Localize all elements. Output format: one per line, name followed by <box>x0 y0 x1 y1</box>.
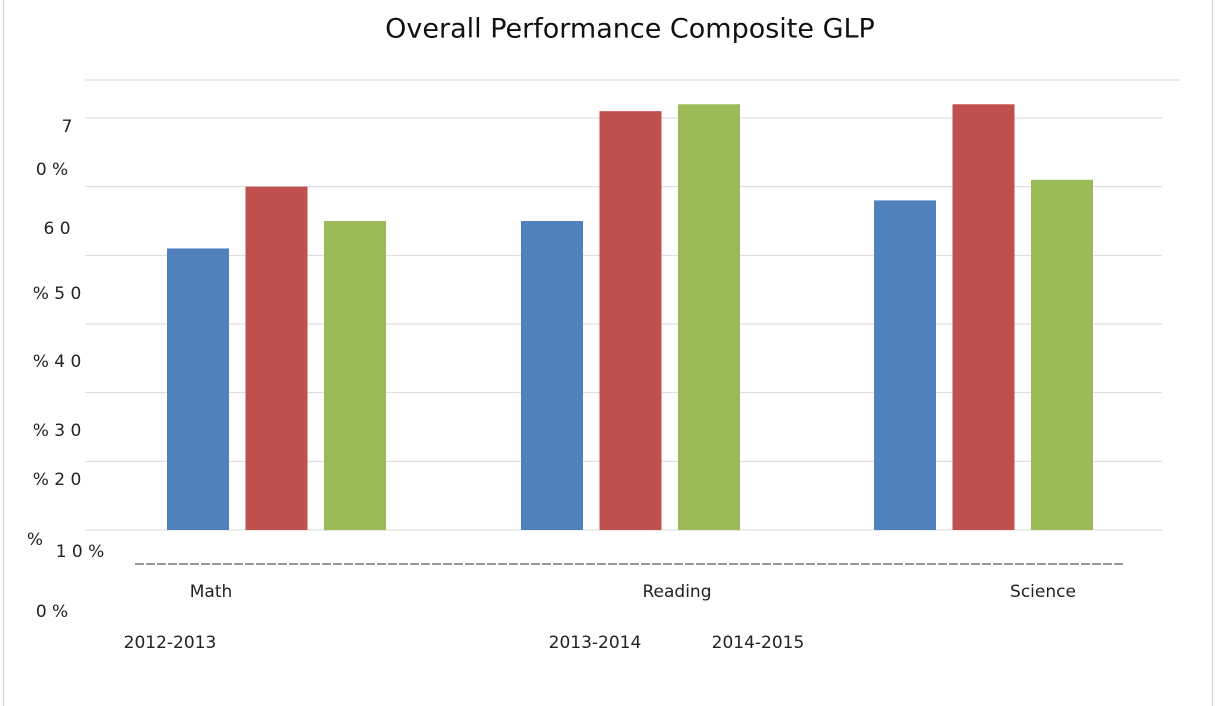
y-axis-label: % 5 0 <box>33 284 82 304</box>
y-axis-label: % 2 0 <box>33 470 82 490</box>
y-axis-label: % <box>27 530 43 550</box>
x-tick-label: Math <box>190 582 233 602</box>
bar <box>1031 179 1093 531</box>
chart-frame <box>3 0 1213 706</box>
y-axis-label: 7 <box>62 117 73 137</box>
bar <box>245 186 308 530</box>
x-tick-label: Science <box>1010 582 1076 602</box>
y-axis-label: % 4 0 <box>33 352 82 372</box>
legend-label: 2014-2015 <box>712 633 805 653</box>
y-axis-label: 0 % <box>36 160 68 180</box>
x-tick-label: Reading <box>642 582 711 602</box>
bar <box>678 104 740 531</box>
bar <box>521 221 583 530</box>
bar <box>167 248 229 530</box>
bar <box>324 221 386 530</box>
y-axis-label: 1 0 % <box>56 542 105 562</box>
legend-label: 2013-2014 <box>549 633 642 653</box>
y-axis-label: 6 0 <box>43 219 70 239</box>
y-axis-label: % 3 0 <box>33 421 82 441</box>
legend-label: 2012-2013 <box>124 633 217 653</box>
chart-title: Overall Performance Composite GLP <box>385 14 875 45</box>
bar <box>952 104 1015 531</box>
bar <box>874 200 936 530</box>
bar <box>599 111 662 530</box>
y-axis-label: 0 % <box>36 602 68 622</box>
